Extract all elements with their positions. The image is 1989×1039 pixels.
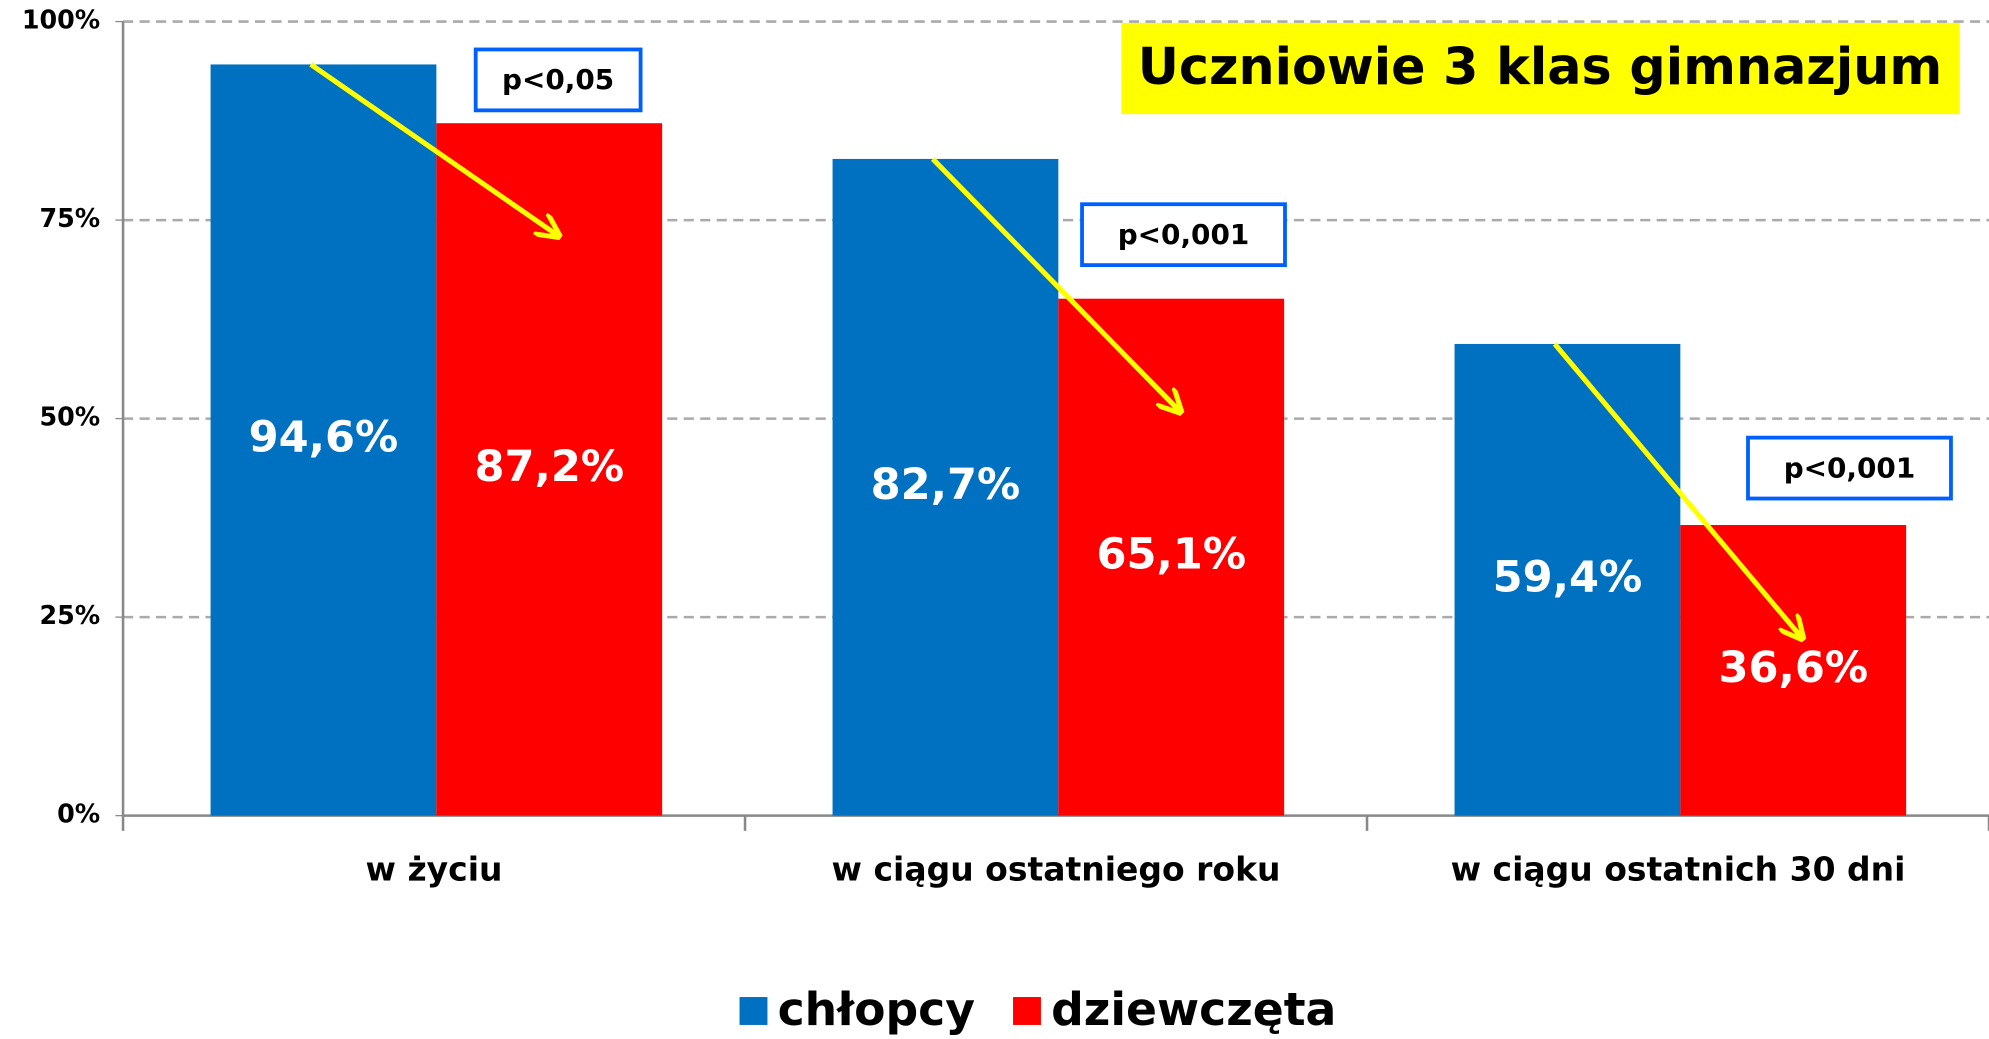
value-label: 65,1% [1096,530,1246,580]
annotation-box [1080,202,1287,268]
y-tick-label: 50% [40,402,101,432]
legend-swatch [1013,997,1041,1025]
value-label: 36,6% [1718,643,1868,693]
bar [1058,298,1285,816]
trend-arrow [930,157,1179,410]
bar [210,64,437,816]
y-tick-label: 25% [40,600,101,630]
bar [1680,525,1907,816]
x-tick-label: w ciągu ostatniego roku [831,851,1281,890]
value-label: 94,6% [249,413,399,463]
value-label: 87,2% [474,442,624,492]
legend-label: dziewczęta [1051,983,1336,1036]
legend-label: chłopcy [778,983,975,1036]
trend-arrow [1552,342,1801,637]
y-tick-label: 75% [40,203,101,233]
x-tick-label: w życiu [365,851,503,890]
annotation: p<0,001 [1784,451,1916,484]
bar [1454,343,1681,816]
annotation-box [473,47,643,113]
value-label: 59,4% [1493,552,1643,602]
chart-title: Uczniowie 3 klas gimnazjum [1138,37,1943,96]
annotation: p<0,001 [1118,218,1250,251]
y-tick-label: 0% [57,799,100,829]
annotation: p<0,05 [502,63,614,96]
value-label: 82,7% [871,460,1021,510]
trend-arrow [309,62,557,234]
annotation-box [1746,435,1953,501]
x-tick-label: w ciągu ostatnich 30 dni [1450,851,1906,890]
bar [832,158,1059,816]
y-tick-label: 100% [22,5,100,35]
legend-swatch [739,997,768,1025]
title-box [1121,22,1960,115]
